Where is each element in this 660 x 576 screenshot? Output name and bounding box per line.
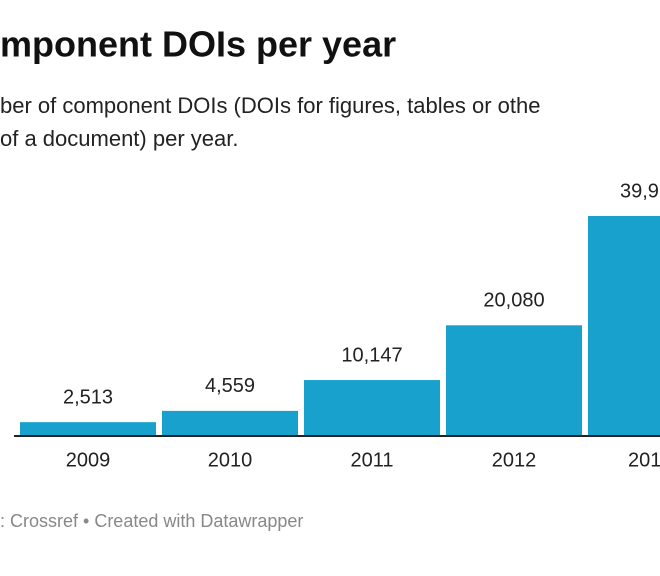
x-tick-label: 2012 (492, 449, 537, 471)
bar (304, 380, 440, 436)
chart-subtitle: ber of component DOIs (DOIs for figures,… (0, 93, 540, 118)
value-label: 2,513 (63, 386, 113, 408)
bar (162, 410, 298, 436)
value-label: 39,9 (620, 180, 659, 202)
value-label: 20,080 (483, 290, 544, 312)
x-tick-label: 2009 (66, 449, 111, 471)
value-label: 10,147 (341, 344, 402, 366)
bar (20, 422, 156, 436)
chart-title: mponent DOIs per year (0, 24, 396, 65)
x-tick-label: 2011 (350, 449, 393, 471)
x-tick-label: 2010 (208, 449, 253, 471)
value-label: 4,559 (205, 375, 255, 397)
chart-footer: : Crossref • Created with Datawrapper (0, 511, 303, 531)
x-tick-label: 201 (628, 449, 660, 471)
bar (588, 216, 660, 436)
chart-subtitle: of a document) per year. (0, 126, 238, 151)
bar (446, 325, 582, 436)
